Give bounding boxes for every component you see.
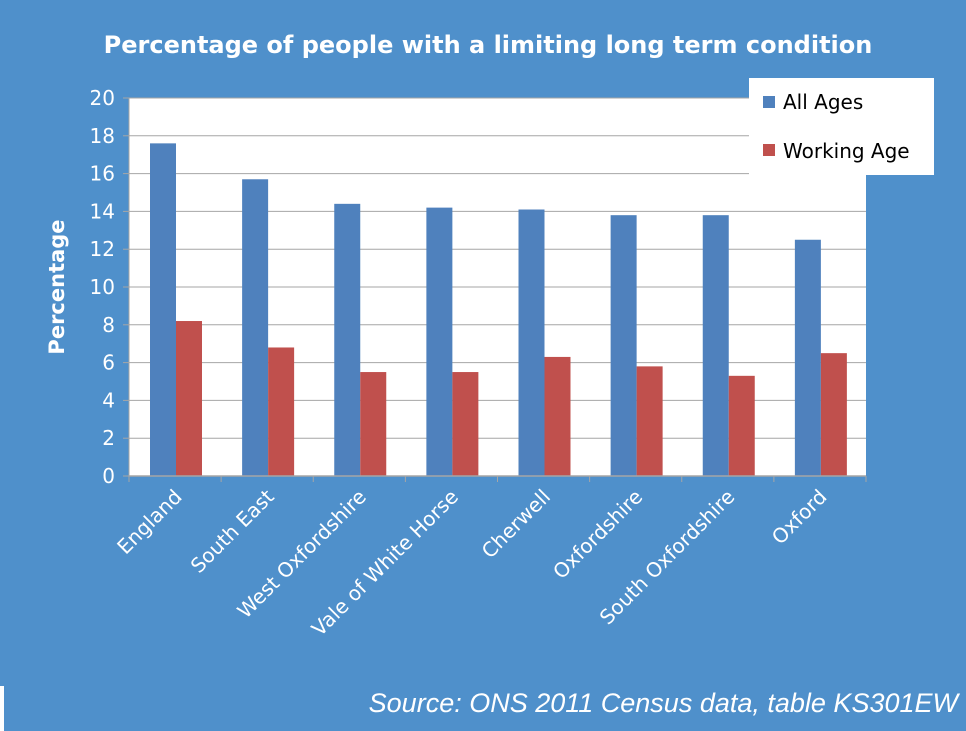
bar-working-age <box>176 321 202 476</box>
bar-all-ages <box>794 239 821 476</box>
x-tick-label: Oxford <box>767 485 832 550</box>
legend-swatch-working-age <box>763 144 775 156</box>
y-tick-label: 16 <box>90 162 115 186</box>
source-note: Source: ONS 2011 Census data, table KS30… <box>368 688 958 718</box>
bar-working-age <box>636 366 663 476</box>
y-tick-label: 18 <box>90 124 115 148</box>
bar-working-age <box>360 372 387 476</box>
bar-working-age <box>728 375 755 476</box>
bar-all-ages <box>610 215 637 476</box>
legend: All Ages Working Age <box>749 78 934 175</box>
chart-title: Percentage of people with a limiting lon… <box>104 31 873 59</box>
y-tick-label: 6 <box>102 351 115 375</box>
y-tick-label: 2 <box>102 426 115 450</box>
y-axis-label: Percentage <box>45 219 69 354</box>
legend-swatch-all-ages <box>763 96 775 108</box>
y-tick-label: 0 <box>102 464 115 488</box>
bar-all-ages <box>150 143 176 477</box>
bar-working-age <box>544 356 571 476</box>
x-tick-label: Oxfordshire <box>548 485 647 584</box>
y-tick-label: 20 <box>90 86 115 110</box>
bar-all-ages <box>702 215 729 476</box>
x-tick-label: Cherwell <box>477 485 555 563</box>
bars <box>150 143 847 477</box>
bar-working-age <box>268 347 295 476</box>
y-tick-label: 8 <box>102 313 115 337</box>
legend-box <box>749 78 934 175</box>
y-tick-label: 4 <box>102 388 115 412</box>
y-tick-label: 10 <box>90 275 115 299</box>
bar-working-age <box>820 353 847 476</box>
y-tick-label: 12 <box>90 237 115 261</box>
bar-all-ages <box>518 209 545 476</box>
y-tick-label: 14 <box>90 199 115 223</box>
bar-working-age <box>452 372 479 476</box>
bar-chart: Percentage of people with a limiting lon… <box>45 31 934 641</box>
bar-all-ages <box>426 207 453 476</box>
y-axis: 0 2 4 6 8 10 12 14 16 18 20 <box>90 86 130 488</box>
bar-all-ages <box>334 203 361 476</box>
x-tick-label: South East <box>186 484 279 577</box>
legend-label-all-ages: All Ages <box>783 90 863 114</box>
bar-all-ages <box>242 179 269 476</box>
source-strip-edge <box>0 686 4 731</box>
legend-label-working-age: Working Age <box>783 139 910 163</box>
source-strip <box>0 686 966 731</box>
x-tick-label: England <box>112 485 186 559</box>
